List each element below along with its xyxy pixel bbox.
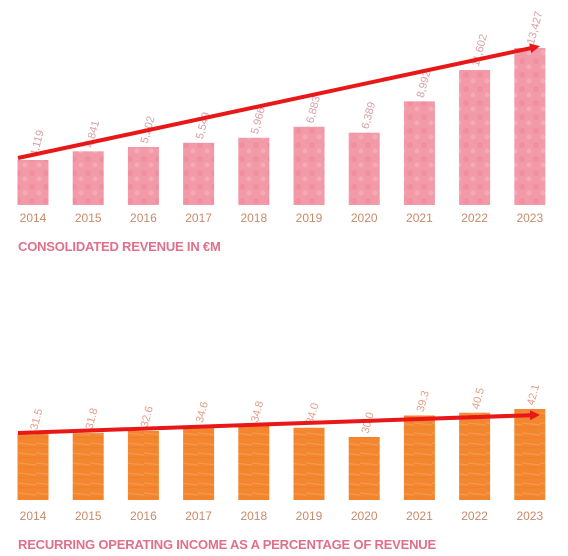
operating-income-chart-title: RECURRING OPERATING INCOME AS A PERCENTA…: [18, 537, 436, 552]
x-tick-2017: 2017: [185, 211, 212, 225]
value-label-2018: 5,966: [249, 106, 268, 136]
x-tick-2019: 2019: [296, 211, 323, 225]
bar-2017: [183, 142, 215, 205]
value-label-2018: 34.8: [249, 400, 266, 424]
x-tick-2015: 2015: [75, 211, 102, 225]
bar-2018: [238, 137, 270, 205]
bar-2022: [459, 69, 491, 206]
value-label-2023: 42.1: [525, 383, 542, 407]
bar-2022: [459, 412, 491, 500]
bar-2021: [403, 101, 435, 205]
x-tick-2022: 2022: [461, 211, 488, 225]
value-label-2021: 39.3: [415, 389, 432, 413]
bar-2017: [183, 426, 215, 500]
x-tick-2017: 2017: [185, 509, 212, 523]
value-label-2020: 6,389: [360, 101, 379, 131]
x-tick-2016: 2016: [130, 211, 157, 225]
x-tick-2014: 2014: [20, 509, 47, 523]
value-label-2022: 40.5: [470, 387, 487, 411]
x-tick-2016: 2016: [130, 509, 157, 523]
value-label-2023: 13,427: [525, 10, 545, 46]
value-label-2020: 30.0: [360, 411, 377, 435]
value-label-2015: 31.8: [84, 407, 101, 431]
x-tick-2021: 2021: [406, 211, 433, 225]
bar-2020: [348, 437, 380, 500]
bar-2023: [514, 48, 546, 205]
x-tick-2021: 2021: [406, 509, 433, 523]
revenue-chart: 4,1194,8415,2025,5495,9666,8836,3898,992…: [17, 10, 546, 254]
bar-2016: [127, 146, 159, 205]
bar-2015: [72, 432, 104, 500]
revenue-chart-title: CONSOLIDATED REVENUE IN €M: [18, 239, 221, 254]
x-tick-2018: 2018: [240, 211, 267, 225]
x-tick-2015: 2015: [75, 509, 102, 523]
bar-2014: [17, 433, 49, 500]
bar-2020: [348, 132, 380, 205]
bar-2015: [72, 151, 104, 205]
revenue-trend-arrow: [17, 43, 540, 160]
bar-2019: [293, 126, 325, 205]
value-label-2014: 31.5: [28, 408, 45, 432]
bar-2016: [127, 430, 159, 500]
value-label-2016: 32.6: [139, 405, 156, 429]
x-tick-2020: 2020: [351, 509, 378, 523]
x-tick-2019: 2019: [296, 509, 323, 523]
bar-2021: [403, 415, 435, 500]
value-label-2019: 34.0: [304, 402, 321, 426]
bar-2023: [514, 409, 546, 500]
x-tick-2020: 2020: [351, 211, 378, 225]
bar-2014: [17, 160, 49, 205]
x-tick-2023: 2023: [516, 211, 543, 225]
bar-2019: [293, 427, 325, 500]
operating-income-chart: 31.5 31.8 32.6 34.6 34.8 34.0 30.0 39.3 40.5 42.1…: [17, 383, 546, 552]
x-tick-2018: 2018: [240, 509, 267, 523]
value-label-2019: 6,883: [304, 95, 323, 125]
x-tick-2023: 2023: [516, 509, 543, 523]
operating-income-trend-arrow: [17, 410, 540, 435]
x-tick-2014: 2014: [20, 211, 47, 225]
value-label-2017: 34.6: [194, 400, 211, 424]
x-tick-2022: 2022: [461, 509, 488, 523]
bar-2018: [238, 425, 270, 500]
